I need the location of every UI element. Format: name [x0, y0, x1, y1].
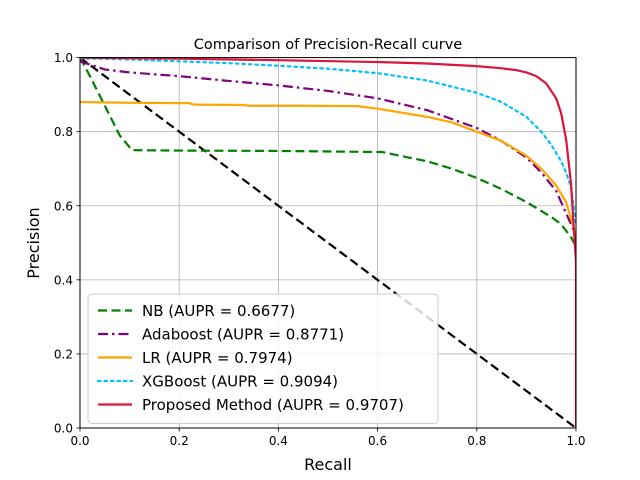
legend-label: XGBoost (AUPR = 0.9094) [142, 373, 338, 391]
y-tick-label: 0.6 [54, 199, 73, 213]
y-tick-label: 0.0 [54, 422, 73, 436]
y-tick-label: 0.8 [54, 125, 73, 139]
y-tick-label: 1.0 [54, 51, 73, 65]
x-tick-label: 0.8 [467, 434, 486, 448]
x-tick-label: 0.6 [368, 434, 387, 448]
x-tick-label: 1.0 [566, 434, 585, 448]
series-line-adaboost [80, 60, 576, 236]
legend-label: NB (AUPR = 0.6677) [142, 302, 295, 320]
series-line-lr [80, 100, 576, 236]
x-axis-label: Recall [304, 455, 352, 474]
legend-label: Proposed Method (AUPR = 0.9707) [142, 396, 404, 414]
chart-title: Comparison of Precision-Recall curve [194, 37, 463, 53]
legend-box [87, 293, 439, 424]
x-tick-label: 0.0 [70, 434, 89, 448]
reference-diagonal-line [80, 57, 576, 428]
legend-label: Adaboost (AUPR = 0.8771) [142, 326, 344, 344]
plot-frame [79, 57, 577, 429]
series-lines [80, 57, 576, 428]
legend-label: LR (AUPR = 0.7974) [142, 349, 293, 367]
y-axis-label: Precision [24, 207, 43, 278]
x-tick-label: 0.2 [170, 434, 189, 448]
series-line-xgboost [80, 57, 576, 226]
legend: NB (AUPR = 0.6677) Adaboost (AUPR = 0.877… [87, 293, 439, 424]
x-tick-label: 0.4 [269, 434, 288, 448]
series-line-proposed [80, 57, 576, 428]
y-tick-label: 0.2 [54, 347, 73, 361]
axis-ticks: 0.0 0.2 0.4 0.6 0.8 1.0 0.0 0.2 0.4 0.6 0.8 1.0 [54, 51, 586, 448]
series-line-nb [80, 57, 576, 248]
y-tick-label: 0.4 [54, 273, 73, 287]
